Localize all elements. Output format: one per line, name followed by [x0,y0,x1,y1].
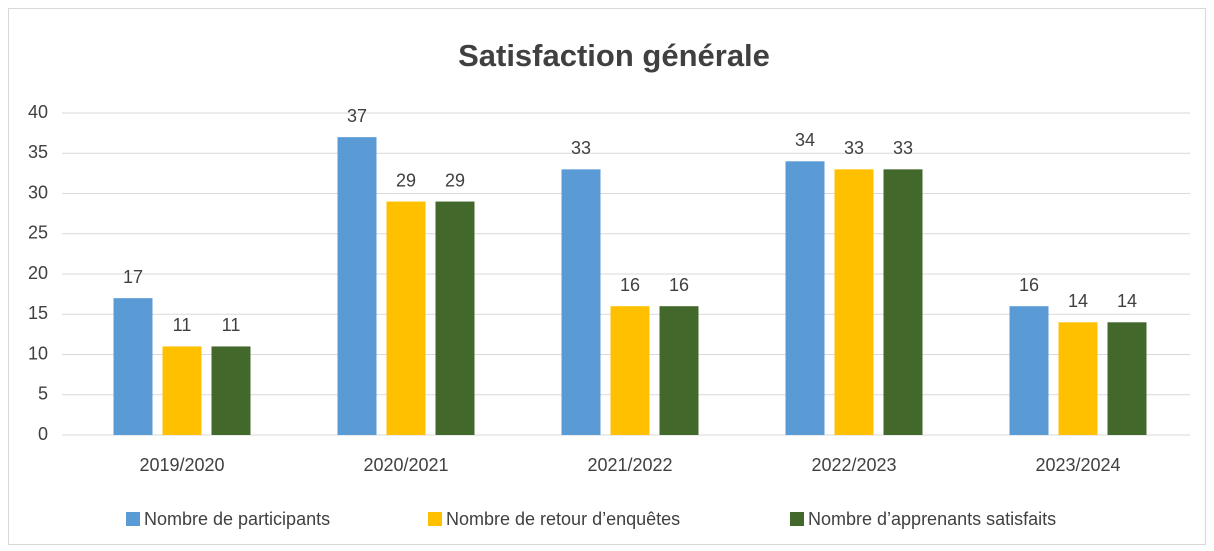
y-tick-label: 35 [28,142,48,162]
bar [610,306,650,435]
y-tick-label: 25 [28,223,48,243]
legend-label: Nombre de retour d’enquêtes [446,509,680,529]
x-tick-label: 2023/2024 [1035,455,1120,475]
x-tick-label: 2022/2023 [811,455,896,475]
y-tick-label: 0 [38,424,48,444]
legend-swatch [790,512,804,526]
data-label: 14 [1068,291,1088,311]
bar [561,169,601,435]
data-label: 34 [795,130,815,150]
data-label: 11 [173,315,192,335]
data-label: 37 [347,106,367,126]
bar [785,161,825,436]
chart-border [8,8,1206,545]
y-tick-label: 10 [28,343,48,363]
legend-label: Nombre d’apprenants satisfaits [808,509,1056,529]
bar [162,346,202,435]
bar [337,137,377,435]
data-label: 33 [893,138,913,158]
data-label: 33 [844,138,864,158]
bar [834,169,874,435]
data-label: 16 [669,275,689,295]
data-label: 11 [222,315,241,335]
data-label: 14 [1117,291,1137,311]
y-tick-label: 30 [28,182,48,202]
legend-label: Nombre de participants [144,509,330,529]
chart-title: Satisfaction générale [458,38,770,73]
data-label: 16 [620,275,640,295]
bar [1058,322,1098,435]
data-label: 29 [445,170,465,190]
x-tick-label: 2021/2022 [587,455,672,475]
bar [386,201,426,435]
legend-swatch [126,512,140,526]
x-tick-label: 2019/2020 [139,455,224,475]
bar [659,306,699,435]
y-tick-label: 20 [28,263,48,283]
bar [435,201,475,435]
bar [211,346,251,435]
data-label: 17 [123,267,143,287]
bar [113,298,153,435]
data-label: 29 [396,170,416,190]
x-tick-label: 2020/2021 [363,455,448,475]
bar [883,169,923,435]
data-label: 16 [1019,275,1039,295]
y-tick-label: 15 [28,303,48,323]
y-tick-label: 40 [28,102,48,122]
y-tick-label: 5 [38,384,48,404]
data-label: 33 [571,138,591,158]
legend-swatch [428,512,442,526]
bar [1107,322,1147,435]
bar [1009,306,1049,435]
